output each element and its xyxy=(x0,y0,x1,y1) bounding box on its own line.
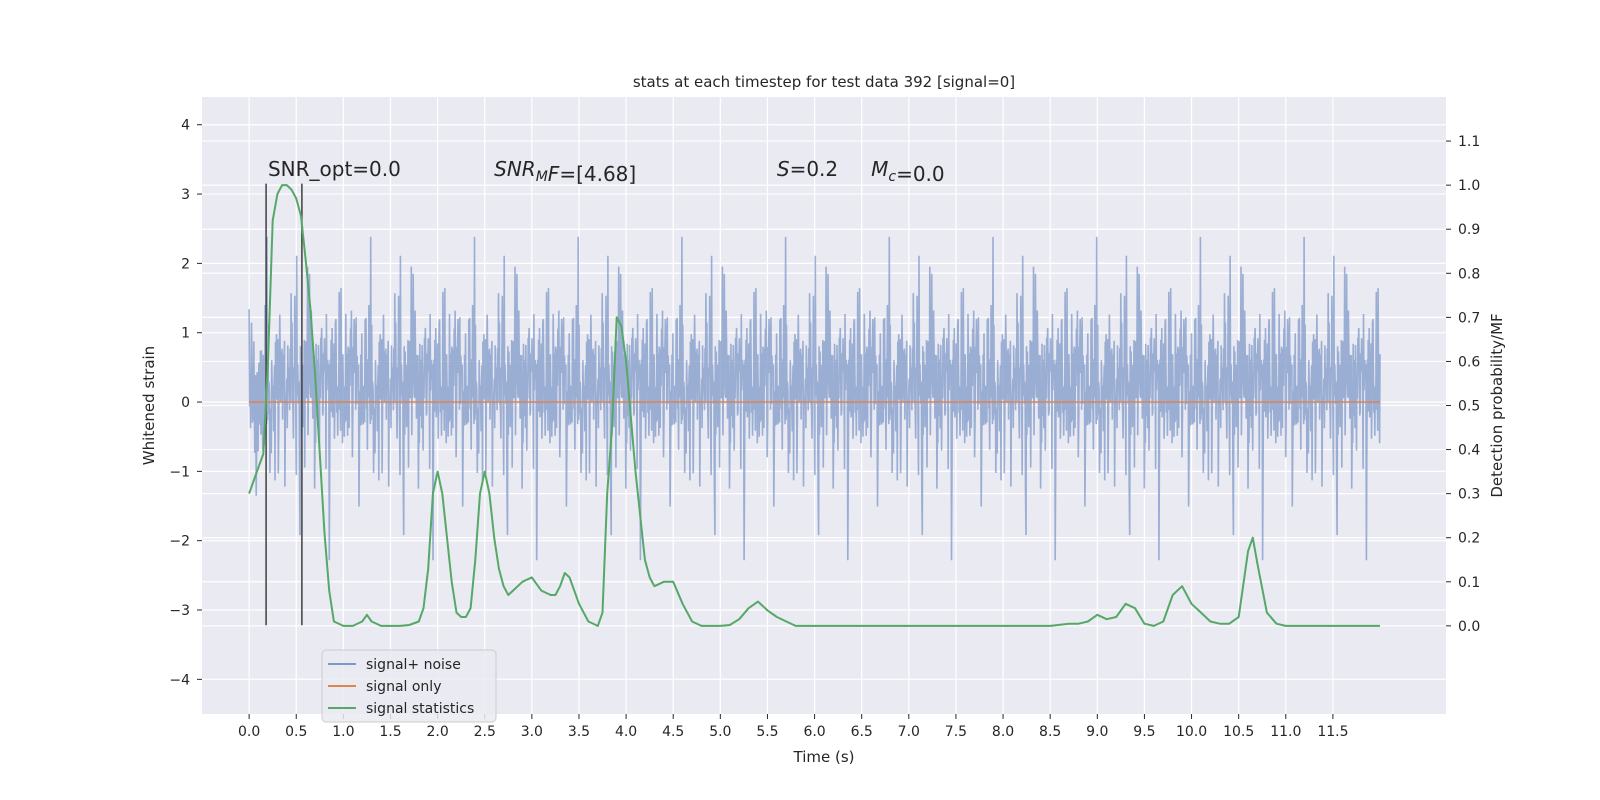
x-tick-label: 2.5 xyxy=(474,724,496,740)
axis-ticks: 0.0 0.5 1.0 1.5 2.0 2.5 3.0 3.5 4.0 4.5 5.0 5.5 6.0 6… xyxy=(169,118,1480,740)
legend-entry: signal only xyxy=(366,679,441,695)
x-tick-label: 2.0 xyxy=(426,724,448,740)
y-left-tick-label: 3 xyxy=(181,187,190,203)
y-left-tick-label: −1 xyxy=(169,464,190,480)
x-tick-label: 5.5 xyxy=(756,724,778,740)
y-left-tick-label: 2 xyxy=(181,256,190,272)
annotation-snr_opt: SNR_opt=0.0 xyxy=(268,157,401,181)
legend-frame xyxy=(321,649,497,723)
x-tick-label: 7.5 xyxy=(945,724,967,740)
legend: signal+ noise signal only signal statistic… xyxy=(321,649,497,723)
x-tick-label: 3.5 xyxy=(568,724,590,740)
x-tick-label: 1.0 xyxy=(332,724,354,740)
y-right-tick-label: 0.9 xyxy=(1458,222,1480,238)
y-left-tick-label: −4 xyxy=(169,672,190,688)
y-right-tick-label: 0.0 xyxy=(1458,619,1480,635)
x-tick-label: 11.0 xyxy=(1270,724,1301,740)
legend-entry: signal+ noise xyxy=(366,657,461,673)
x-tick-label: 0.5 xyxy=(285,724,307,740)
legend-entry: signal statistics xyxy=(366,701,474,717)
x-tick-label: 5.0 xyxy=(709,724,731,740)
y-right-tick-label: 1.1 xyxy=(1458,134,1480,150)
x-tick-label: 11.5 xyxy=(1317,724,1348,740)
y-left-tick-label: 4 xyxy=(181,118,190,134)
y-right-tick-label: 1.0 xyxy=(1458,178,1480,194)
y-right-tick-label: 0.3 xyxy=(1458,487,1480,503)
y-axis-left-label: Whitened strain xyxy=(140,346,158,465)
x-tick-label: 10.0 xyxy=(1176,724,1207,740)
x-tick-label: 9.5 xyxy=(1133,724,1155,740)
y-right-tick-label: 0.8 xyxy=(1458,266,1480,282)
y-right-tick-label: 0.7 xyxy=(1458,310,1480,326)
x-tick-label: 7.0 xyxy=(898,724,920,740)
series-signal-plus-noise xyxy=(248,236,1381,561)
y-right-tick-label: 0.6 xyxy=(1458,354,1480,370)
y-right-tick-label: 0.2 xyxy=(1458,531,1480,547)
y-left-tick-label: 0 xyxy=(181,395,190,411)
signal-plus-noise-line xyxy=(248,236,1381,561)
annotations: SNR_opt=0.0 SNRMF=[4.68] S=0.2 Mc=0.0 xyxy=(268,157,945,186)
annotation-mc_val: Mc=0.0 xyxy=(871,157,945,186)
y-axis-right-label: Detection probability/MF xyxy=(1488,313,1506,497)
x-tick-label: 4.5 xyxy=(662,724,684,740)
x-tick-label: 6.5 xyxy=(851,724,873,740)
x-tick-label: 10.5 xyxy=(1223,724,1254,740)
x-tick-label: 8.0 xyxy=(992,724,1014,740)
y-right-tick-label: 0.1 xyxy=(1458,575,1480,591)
x-axis-label: Time (s) xyxy=(793,748,855,766)
x-tick-label: 9.0 xyxy=(1086,724,1108,740)
x-tick-label: 0.0 xyxy=(238,724,260,740)
signal-statistics-line xyxy=(248,184,1380,627)
annotation-s_val: S=0.2 xyxy=(777,157,838,181)
y-right-tick-label: 0.4 xyxy=(1458,443,1480,459)
series-signal-statistics xyxy=(248,184,1380,627)
y-left-tick-label: −2 xyxy=(169,534,190,550)
x-tick-label: 4.0 xyxy=(615,724,637,740)
x-tick-label: 6.0 xyxy=(803,724,825,740)
y-left-tick-label: −3 xyxy=(169,603,190,619)
annotation-snr_mf: SNRMF=[4.68] xyxy=(494,157,636,186)
y-left-tick-label: 1 xyxy=(181,326,190,342)
y-right-tick-label: 0.5 xyxy=(1458,399,1480,415)
chart-title: stats at each timestep for test data 392… xyxy=(633,73,1015,91)
x-tick-label: 3.0 xyxy=(521,724,543,740)
x-tick-label: 8.5 xyxy=(1039,724,1061,740)
x-tick-label: 1.5 xyxy=(379,724,401,740)
